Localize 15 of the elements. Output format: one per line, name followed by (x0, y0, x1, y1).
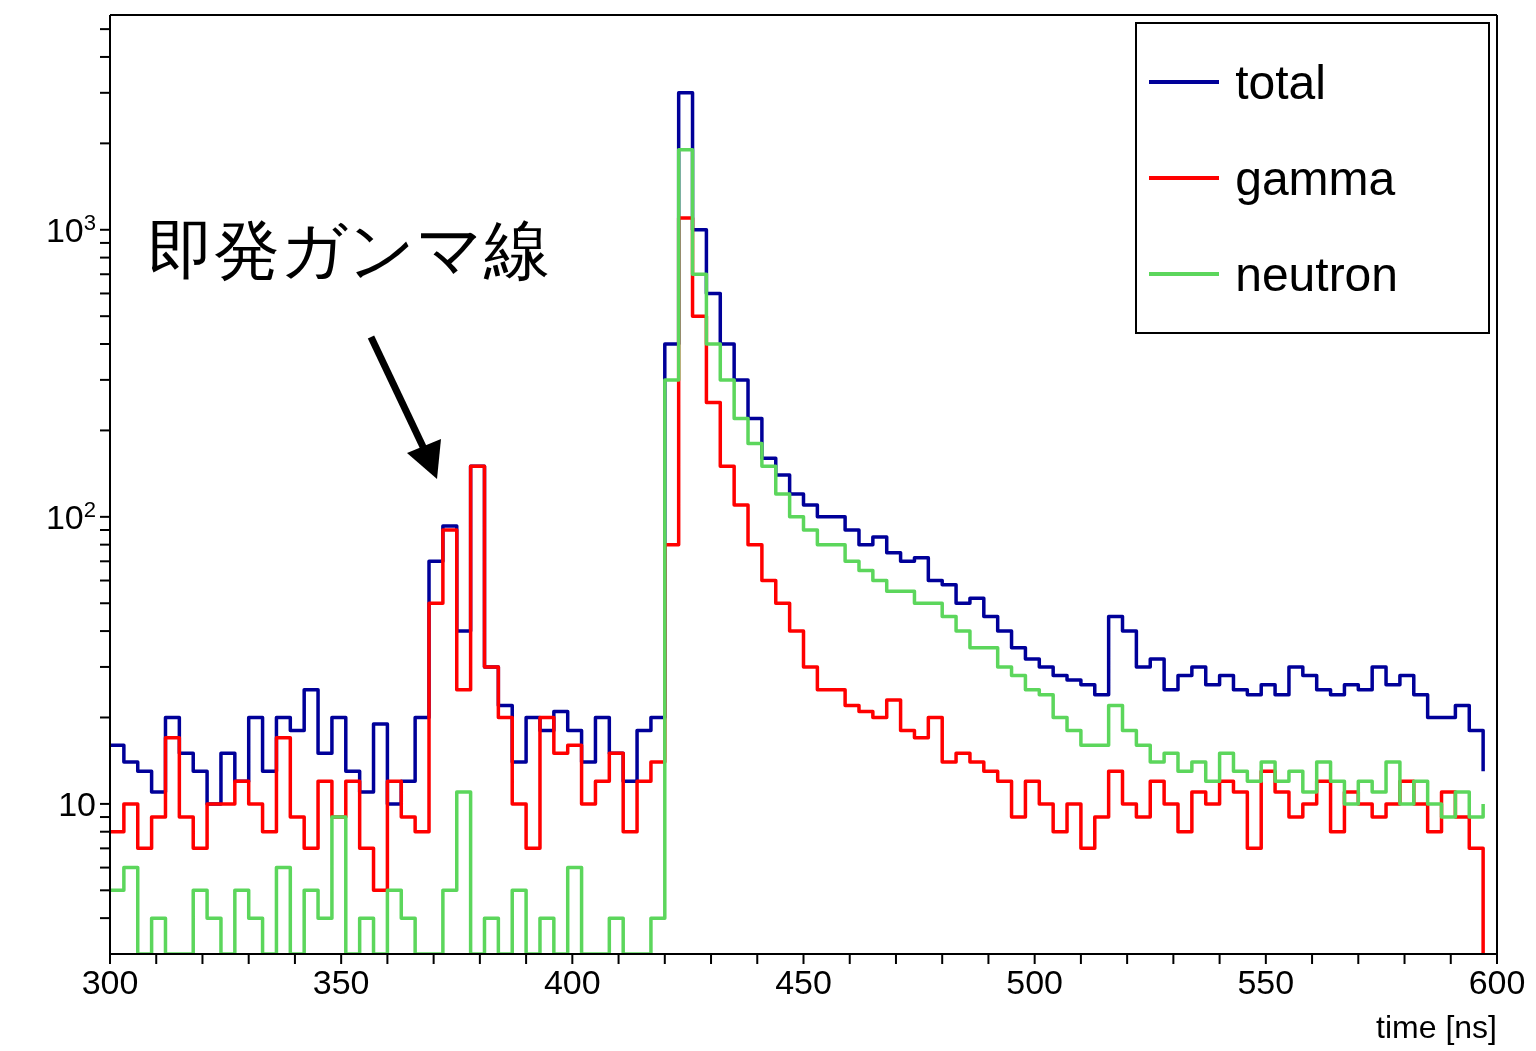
x-tick-label: 350 (312, 963, 370, 1001)
x-tick-label: 450 (775, 963, 832, 1001)
y-tick-label: 10$^{3}$ (45, 209, 96, 249)
legend-label: gamma (1235, 150, 1396, 206)
x-tick-label: 300 (81, 963, 139, 1001)
legend-label: neutron (1235, 246, 1398, 302)
x-tick-label: 500 (1006, 963, 1064, 1001)
x-tick-label: 400 (543, 963, 601, 1001)
x-axis-title: time [ns] (1376, 1009, 1497, 1045)
y-tick-label: 10$^{2}$ (45, 496, 96, 536)
annotation: 即発ガンマ線 (148, 212, 550, 289)
x-tick-label: 550 (1237, 963, 1295, 1001)
y-tick-label: 10 (58, 784, 96, 823)
x-tick-label: 600 (1468, 963, 1526, 1001)
legend-label: total (1235, 54, 1326, 110)
